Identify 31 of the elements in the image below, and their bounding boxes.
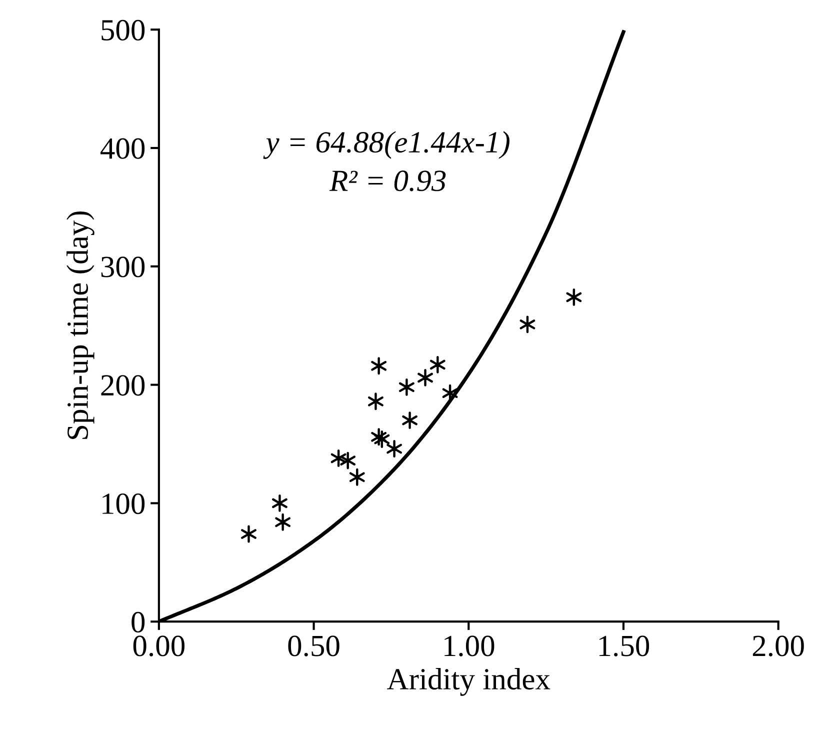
- point: [340, 452, 356, 470]
- point: [349, 468, 365, 486]
- x-axis-title: Aridity index: [387, 668, 550, 696]
- point: [402, 412, 418, 430]
- point: [368, 392, 384, 410]
- point: [398, 378, 414, 396]
- point: [520, 316, 536, 334]
- point: [566, 288, 582, 306]
- x-tick-label: 0.00: [133, 636, 184, 656]
- point: [374, 430, 390, 448]
- x-tick-label: 1.00: [444, 636, 494, 656]
- point: [275, 513, 291, 531]
- point: [241, 525, 256, 543]
- y-tick-label: 0: [132, 612, 145, 632]
- y-axis-title: Spin-up time (day): [66, 212, 94, 439]
- point: [418, 368, 433, 386]
- point: [442, 384, 458, 402]
- x-tick-label: 1.50: [599, 636, 650, 656]
- x-tick-label: 0.50: [288, 636, 340, 656]
- annotation: y = 64.88(e1.44x-1): [263, 131, 510, 159]
- y-tick-label: 200: [101, 375, 145, 396]
- y-tick-label: 100: [102, 493, 145, 514]
- point: [371, 357, 387, 375]
- point: [272, 494, 288, 512]
- x-tick-label: 2.00: [752, 636, 804, 656]
- point: [386, 440, 402, 458]
- y-tick-label: 400: [100, 138, 145, 159]
- point: [430, 356, 446, 374]
- y-tick-label: 500: [102, 20, 145, 40]
- annotation: R² = 0.93: [329, 170, 446, 192]
- y-tick-label: 300: [101, 256, 145, 278]
